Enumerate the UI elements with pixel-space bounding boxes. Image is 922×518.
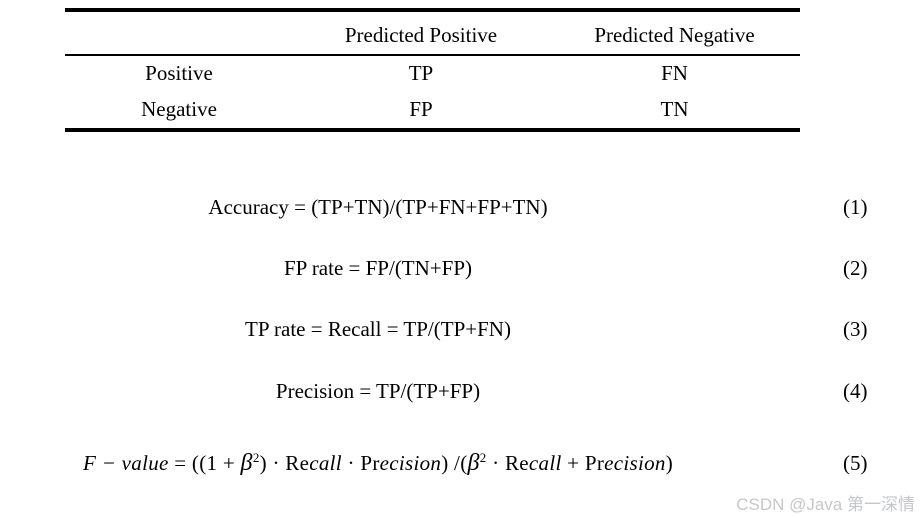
- recall-italic-part: call: [309, 451, 342, 475]
- equation-precision: Precision = TP/(TP+FP) (4): [0, 376, 922, 408]
- equation-precision-formula: Precision = TP/(TP+FP): [275, 379, 481, 403]
- cell-fp: FP: [409, 97, 433, 122]
- equation-accuracy-formula: Accuracy = (TP+TN)/(TP+FN+FP+TN): [208, 195, 548, 219]
- table-row: Negative FP TN: [65, 92, 800, 128]
- beta-symbol: β: [467, 450, 480, 476]
- beta-exponent: 2: [252, 450, 260, 465]
- equation-accuracy: Accuracy = (TP+TN)/(TP+FN+FP+TN) (1): [0, 192, 922, 224]
- row-label-negative: Negative: [141, 97, 217, 122]
- beta-exponent: 2: [479, 450, 487, 465]
- cell-fn: FN: [661, 61, 688, 86]
- eq5-open: = ((1 +: [168, 451, 241, 475]
- equation-tp-rate: TP rate = Recall = TP/(TP+FN) (3): [0, 314, 922, 346]
- equation-f-value: F − value = ((1 + β2) · Recall · Precisi…: [0, 448, 922, 480]
- equation-5-number: (5): [843, 451, 868, 475]
- eq5-close: ): [665, 451, 674, 475]
- equation-2-number: (2): [843, 256, 868, 280]
- f-value-term: F − value: [82, 451, 169, 475]
- header-cell-predicted-positive: Predicted Positive: [344, 23, 498, 48]
- csdn-watermark: CSDN @Java 第一深情: [736, 495, 915, 514]
- precision-italic-part: ecision: [604, 451, 666, 475]
- eq5-plus: + Pr: [561, 451, 605, 475]
- eq5-mid1: ) · Re: [259, 451, 310, 475]
- cell-tn: TN: [660, 97, 689, 122]
- equation-fp-rate-formula: FP rate = FP/(TN+FP): [283, 256, 472, 280]
- row-label-positive: Positive: [145, 61, 213, 86]
- eq5-mid2: · Re: [486, 451, 529, 475]
- equation-tp-rate-formula: TP rate = Recall = TP/(TP+FN): [245, 317, 511, 341]
- equation-3-number: (3): [843, 317, 868, 341]
- cell-tp: TP: [408, 61, 434, 86]
- header-cell-predicted-negative: Predicted Negative: [594, 23, 755, 48]
- table-row: Positive TP FN: [65, 56, 800, 92]
- precision-italic-part: ecision: [379, 451, 442, 475]
- table-header-row: Predicted Positive Predicted Negative: [65, 12, 800, 56]
- confusion-matrix-table: Predicted Positive Predicted Negative Po…: [65, 8, 800, 132]
- equation-fp-rate: FP rate = FP/(TN+FP) (2): [0, 253, 922, 285]
- eq5-divider: ) /(: [441, 451, 468, 475]
- beta-symbol: β: [240, 450, 253, 476]
- equation-1-number: (1): [843, 195, 868, 219]
- equation-f-value-formula: F − value = ((1 + β2) · Recall · Precisi…: [0, 448, 756, 478]
- equation-4-number: (4): [843, 379, 868, 403]
- recall-italic-part: call: [528, 451, 562, 475]
- eq5-dot1: · Pr: [341, 451, 380, 475]
